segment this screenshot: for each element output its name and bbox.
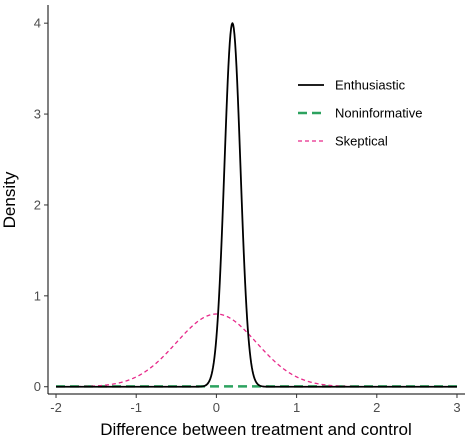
series-line-skeptical: [56, 313, 457, 388]
legend-label-enthusiastic: Enthusiastic: [335, 78, 406, 93]
y-tick-label: 0: [34, 379, 41, 394]
series-line-enthusiastic: [55, 22, 458, 388]
y-tick-label: 3: [34, 107, 41, 122]
y-tick-label: 1: [34, 288, 41, 303]
y-tick-label: 2: [34, 197, 41, 212]
x-tick-label: 1: [293, 400, 300, 415]
x-tick-label: -2: [50, 400, 62, 415]
x-tick-label: -1: [130, 400, 142, 415]
legend-label-noninformative: Noninformative: [335, 106, 422, 121]
y-tick-label: 4: [34, 16, 41, 31]
x-tick-label: 3: [453, 400, 460, 415]
x-tick-label: 2: [373, 400, 380, 415]
series-lines: [55, 22, 458, 388]
legend: Enthusiastic Noninformative Skeptical: [298, 78, 422, 149]
y-axis-ticks: 0 1 2 3 4: [34, 16, 48, 394]
x-tick-label: 0: [213, 400, 220, 415]
plot-panel: 0 1 2 3 4 -2 -1 0 1 2 3: [34, 5, 465, 415]
x-axis-title: Difference between treatment and control: [100, 420, 412, 439]
legend-label-skeptical: Skeptical: [335, 134, 388, 149]
x-axis-ticks: -2 -1 0 1 2 3: [50, 394, 461, 415]
y-axis-title: Density: [0, 171, 19, 228]
